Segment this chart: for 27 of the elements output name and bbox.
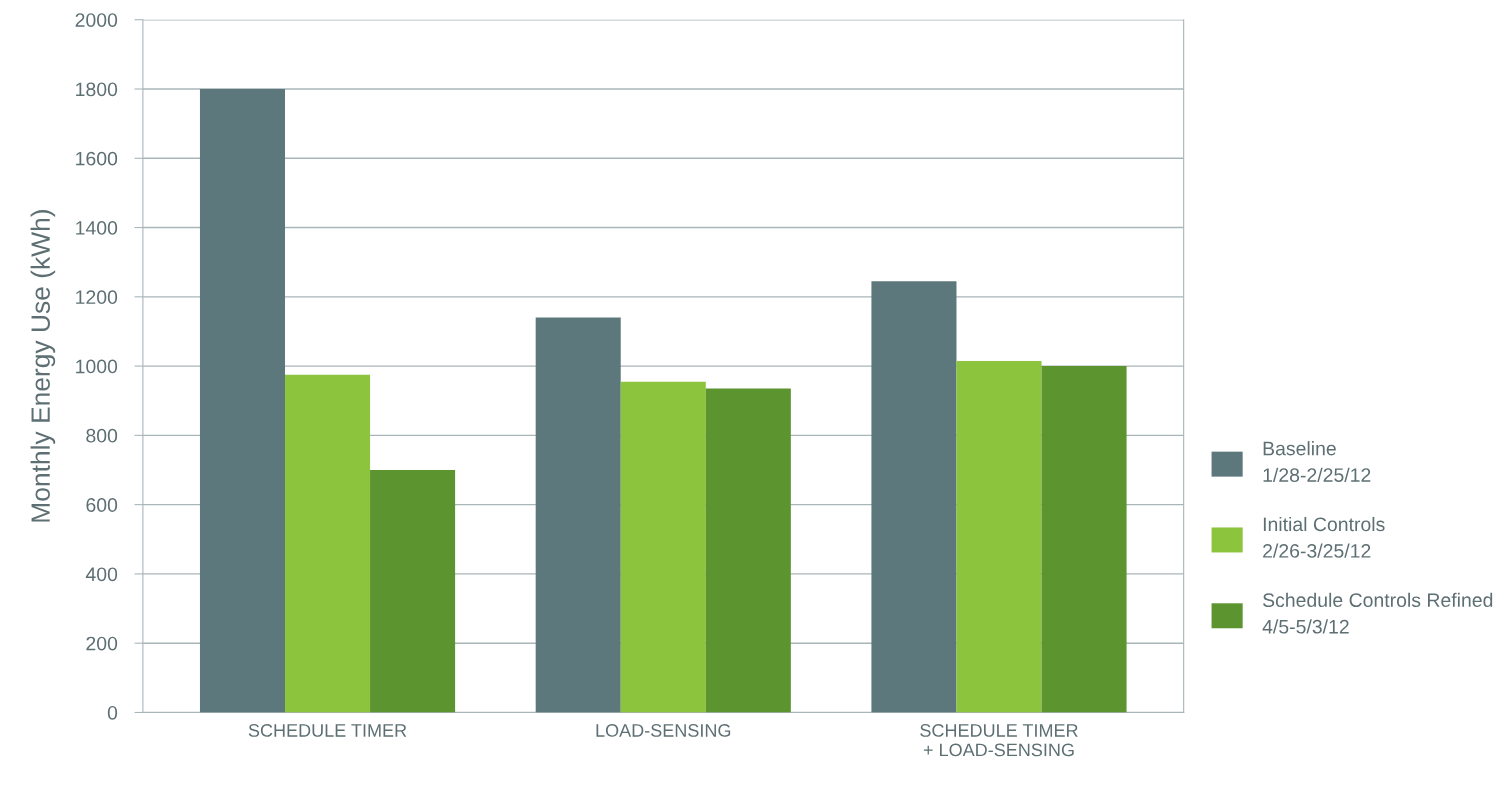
x-tick-label: LOAD-SENSING — [596, 724, 731, 737]
bar — [285, 374, 371, 713]
bar — [1041, 366, 1127, 713]
y-tick-label: 1600 — [76, 151, 118, 166]
y-tick-label: 1200 — [76, 290, 118, 305]
bar — [620, 381, 706, 713]
bar — [705, 388, 791, 713]
y-tick-label: 600 — [86, 498, 118, 512]
y-tick-label: 2000 — [75, 13, 118, 27]
legend-label: Initial Controls 2/26-3/25/12 — [1263, 516, 1385, 558]
y-tick-label: 800 — [86, 428, 118, 443]
bar — [370, 470, 456, 713]
y-tick-label: 400 — [85, 567, 118, 582]
bar — [199, 89, 286, 713]
y-tick-label: 1800 — [76, 82, 118, 97]
x-tick-label: SCHEDULE TIMER + LOAD-SENSING — [920, 724, 1078, 757]
bar — [535, 317, 621, 713]
bar — [871, 281, 957, 713]
y-axis-title: Monthly Energy Use (kWh) — [30, 210, 56, 522]
legend-label: Baseline 1/28-2/25/12 — [1263, 441, 1371, 482]
x-tick-label: SCHEDULE TIMER — [248, 724, 407, 737]
bar — [956, 360, 1042, 713]
y-tick-label: 1000 — [76, 359, 118, 374]
y-tick-label: 200 — [86, 636, 118, 651]
y-tick-label: 1400 — [76, 221, 118, 235]
y-tick-label: 0 — [107, 705, 118, 720]
legend-label: Schedule Controls Refined 4/5-5/3/12 — [1262, 592, 1493, 634]
